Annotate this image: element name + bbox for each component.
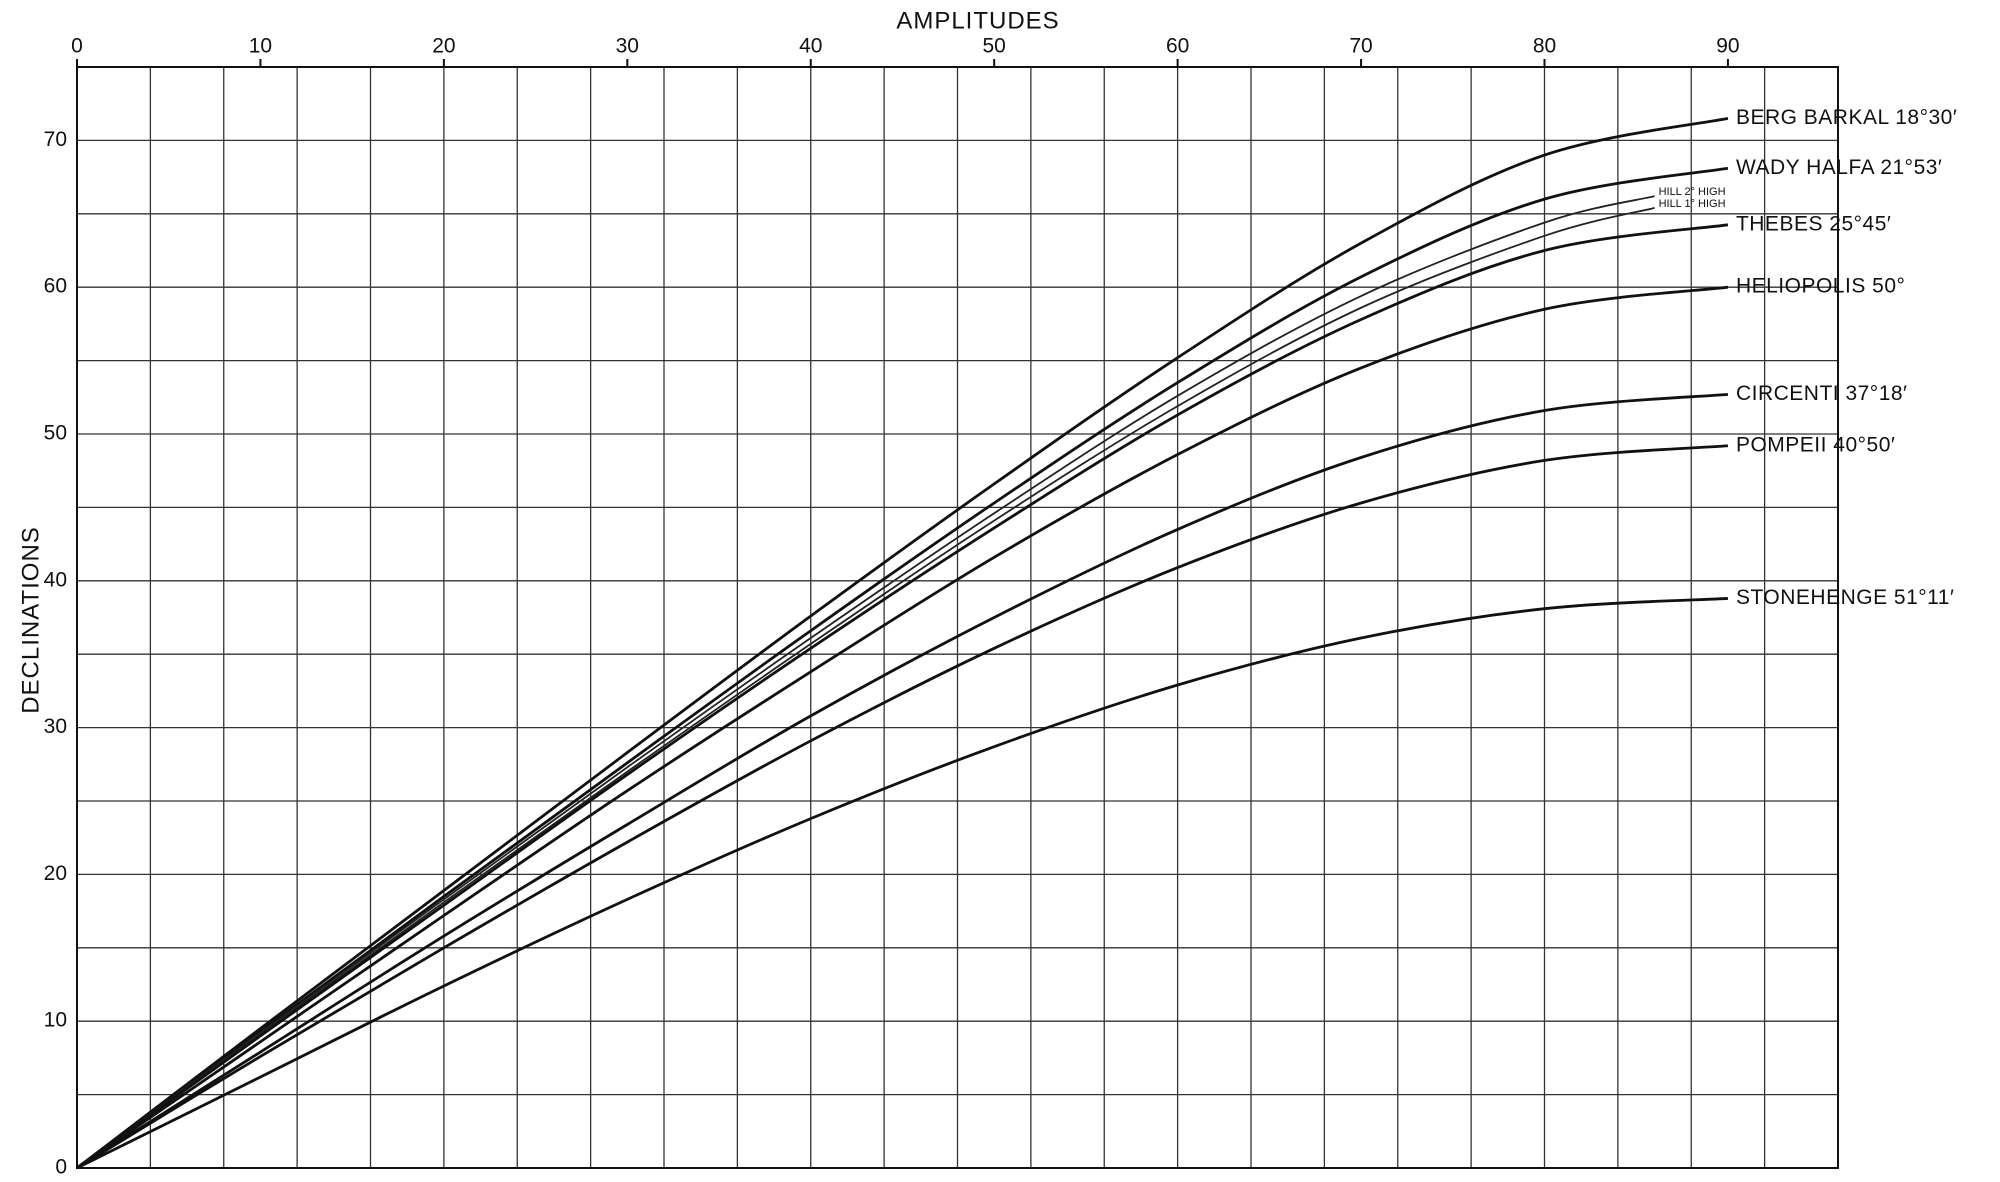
y-tick-label: 40	[44, 568, 67, 591]
y-tick-label: 20	[44, 862, 67, 885]
curve-label: STONEHENGE 51°11′	[1736, 586, 1954, 609]
curve-label: HILL 2° HIGH	[1659, 186, 1726, 198]
x-tick-label: 50	[983, 35, 1006, 58]
curve-label: THEBES 25°45′	[1736, 212, 1891, 235]
y-tick-label: 50	[44, 422, 67, 445]
curve	[76, 207, 1655, 1169]
x-tick-label: 90	[1716, 35, 1739, 58]
curve-label: CIRCENTI 37°18′	[1736, 382, 1908, 405]
y-tick-label: 70	[44, 128, 67, 151]
curve-label: BERG BARKAL 18°30′	[1736, 106, 1957, 129]
x-tick-label: 80	[1533, 35, 1556, 58]
curve-label: POMPEII 40°50′	[1736, 433, 1895, 456]
curve	[76, 223, 1729, 1170]
curve-label: HELIOPOLIS 50°	[1736, 275, 1905, 298]
curve	[76, 285, 1729, 1170]
x-tick-label: 30	[616, 35, 639, 58]
y-axis-title: DECLINATIONS	[17, 526, 44, 714]
y-tick-label: 60	[44, 275, 67, 298]
x-tick-label: 20	[432, 35, 455, 58]
curve	[76, 166, 1729, 1170]
x-tick-label: 70	[1349, 35, 1372, 58]
x-tick-label: 10	[249, 35, 272, 58]
plot-frame	[76, 66, 1839, 1169]
curve-label: HILL 1° HIGH	[1659, 198, 1726, 210]
y-tick-label: 10	[44, 1009, 67, 1032]
x-tick-label: 40	[799, 35, 822, 58]
curve	[76, 597, 1729, 1170]
curve-label: WADY HALFA 21°53′	[1736, 156, 1942, 179]
curve	[76, 444, 1729, 1170]
x-tick-label: 0	[71, 35, 83, 58]
x-tick-label: 60	[1166, 35, 1189, 58]
x-axis-title: AMPLITUDES	[896, 7, 1059, 34]
curve	[76, 117, 1729, 1170]
curve	[76, 195, 1655, 1169]
y-tick-label: 30	[44, 715, 67, 738]
y-tick-label: 0	[55, 1156, 67, 1179]
curve	[76, 392, 1729, 1170]
